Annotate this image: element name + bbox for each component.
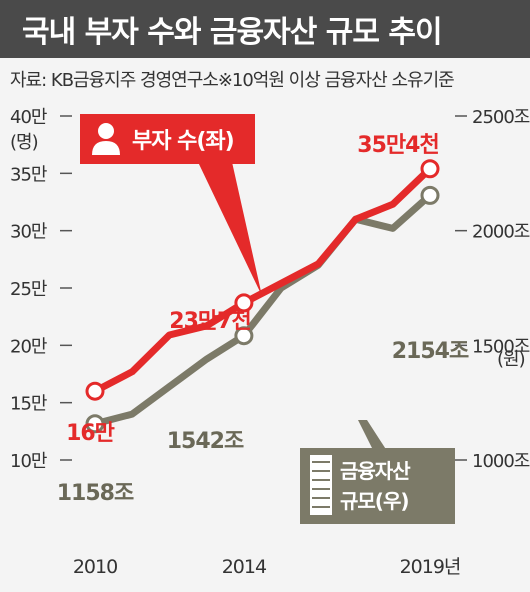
rich-count-point (420, 159, 440, 179)
x-axis-label: 2019년 (400, 556, 461, 578)
left-axis-label: 30만 (10, 222, 47, 243)
rich-callout-pointer (198, 162, 262, 296)
x-axis-label: 2010 (73, 556, 117, 578)
chart-title: 국내 부자 수와 금융자산 규모 추이 (0, 0, 530, 58)
person-icon-body (92, 141, 120, 155)
left-axis-label: 25만 (10, 279, 47, 300)
assets-data-label: 1542조 (167, 429, 244, 454)
series-line-rich-count (91, 165, 434, 395)
series-line-assets (91, 191, 434, 428)
rich-count-data-label: 16만 (66, 421, 115, 446)
right-axis-label: 1000조 (472, 451, 530, 472)
right-axis-label: 2500조 (472, 107, 530, 128)
x-axis-label: 2014 (222, 556, 267, 578)
rich-count-point (85, 381, 105, 401)
building-icon (310, 455, 332, 515)
left-axis-label: 15만 (10, 394, 47, 415)
assets-point (420, 185, 440, 205)
asset-callout-label-1: 금융자산 (340, 459, 411, 483)
rich-count-point (234, 293, 254, 313)
asset-callout-label-2: 규모(우) (340, 489, 408, 513)
rich-callout-box (80, 114, 255, 164)
assets-data-label: 2154조 (392, 339, 469, 364)
assets-point (85, 414, 105, 434)
right-axis-label: 1500조 (472, 336, 530, 357)
left-axis-label: 10만 (10, 451, 47, 472)
assets-point (234, 326, 254, 346)
rich-count-data-label: 35만4천 (357, 133, 438, 158)
rich-callout-label: 부자 수(좌) (132, 129, 234, 154)
person-icon-head (98, 123, 114, 139)
left-axis-label: 20만 (10, 336, 47, 357)
left-axis-label: 35만 (10, 164, 47, 185)
left-axis-unit: (명) (10, 132, 38, 153)
rich-count-data-label: 23만7천 (169, 309, 250, 334)
left-axis-label: 40만 (10, 107, 47, 128)
right-axis-label: 2000조 (472, 222, 530, 243)
assets-data-label: 1158조 (57, 481, 134, 506)
right-axis-unit: (원) (497, 349, 525, 370)
chart-source-note: 자료: KB금융지주 경영연구소※10억원 이상 금융자산 소유기준 (10, 70, 455, 91)
person-icon (92, 123, 120, 155)
